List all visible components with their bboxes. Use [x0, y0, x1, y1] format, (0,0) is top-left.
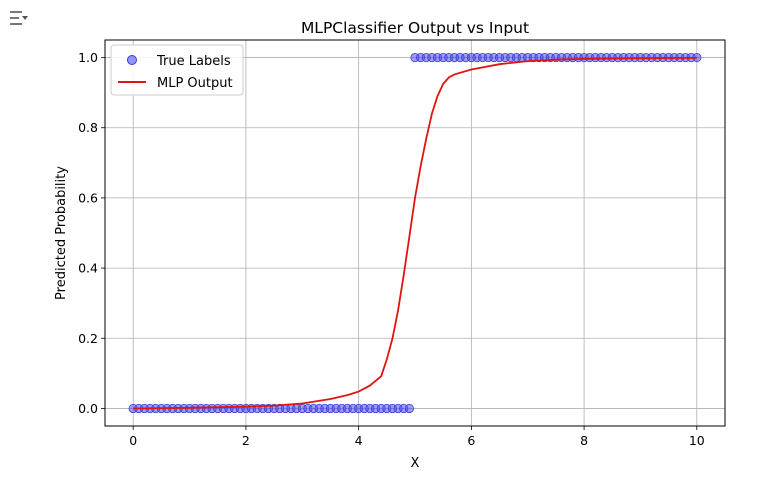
x-tick-label: 4	[355, 433, 363, 448]
x-tick-label: 2	[242, 433, 250, 448]
legend-marker-true-labels	[127, 55, 137, 65]
true-label-point	[404, 403, 414, 414]
legend-label-mlp-output: MLP Output	[157, 76, 233, 91]
legend-label-true-labels: True Labels	[156, 54, 231, 69]
y-tick-label: 0.8	[78, 120, 98, 135]
y-tick-label: 0.4	[78, 261, 98, 276]
x-tick-label: 6	[467, 433, 475, 448]
y-tick-label: 0.6	[78, 190, 98, 205]
y-tick-label: 0.0	[78, 401, 98, 416]
y-tick-label: 1.0	[78, 50, 98, 65]
y-axis-label: Predicted Probability	[54, 166, 69, 300]
x-tick-label: 8	[580, 433, 588, 448]
filter-settings-icon[interactable]	[9, 9, 29, 27]
chart-title: MLPClassifier Output vs Input	[301, 19, 529, 37]
x-tick-label: 10	[689, 433, 705, 448]
legend: True Labels MLP Output	[110, 44, 244, 96]
mlp-output-line	[133, 57, 697, 410]
x-axis-label: X	[411, 456, 420, 471]
plot-frame	[104, 39, 726, 427]
y-tick-label: 0.2	[78, 331, 98, 346]
x-tick-label: 0	[129, 433, 137, 448]
